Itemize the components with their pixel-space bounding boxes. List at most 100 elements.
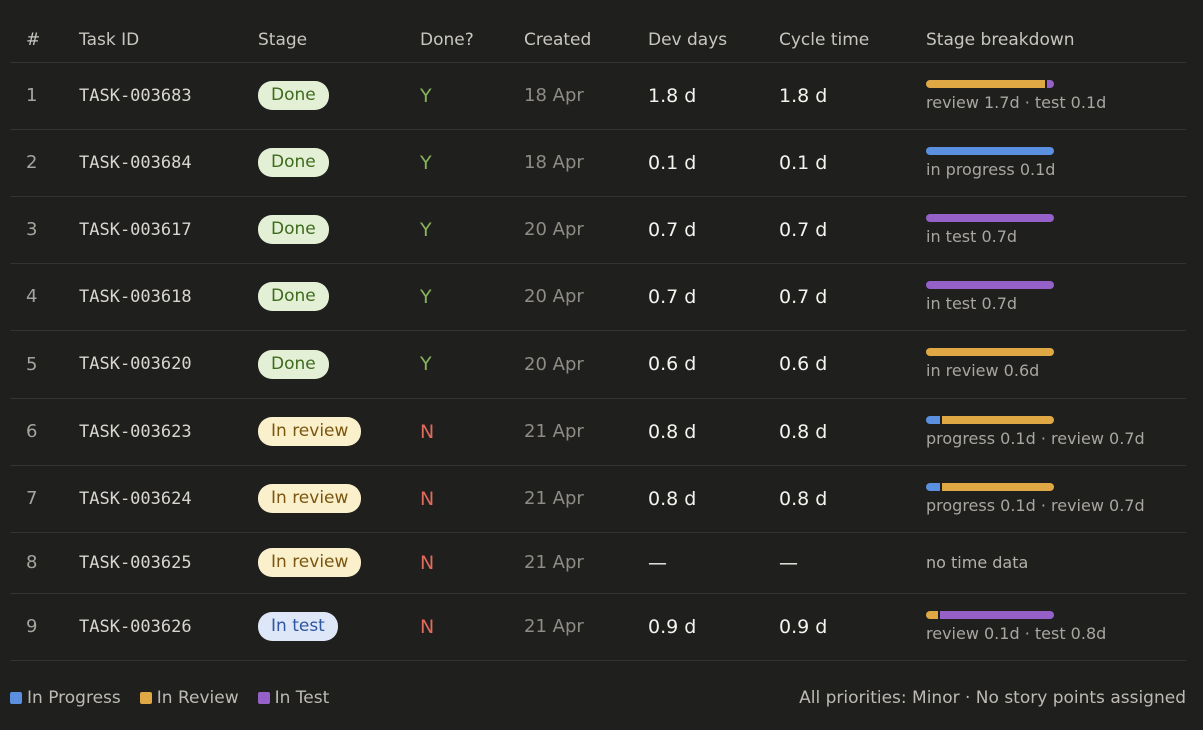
row-number: 5	[26, 353, 38, 375]
created-date: 21 Apr	[524, 552, 584, 573]
table-row[interactable]: 1 TASK-003683 Done Y 18 Apr 1.8 d 1.8 d review …	[10, 62, 1186, 130]
stage-cell: Done	[258, 196, 329, 263]
stage-breakdown-label: no time data	[926, 552, 1029, 572]
done-flag: N	[420, 551, 435, 574]
table-row[interactable]: 6 TASK-003623 In review N 21 Apr 0.8 d 0.8 d pr…	[10, 398, 1186, 466]
done-flag: Y	[420, 353, 432, 375]
stage-segment-in-progress	[926, 146, 1054, 155]
stage-badge: In review	[258, 548, 362, 577]
done-flag: Y	[420, 285, 432, 308]
legend-label: In Review	[156, 688, 239, 708]
column-header-stage[interactable]: Stage	[258, 30, 308, 50]
stage-breakdown-label: in test 0.7d	[926, 293, 1018, 313]
stage-breakdown-bar	[926, 415, 1054, 424]
task-id[interactable]: TASK-003683	[79, 85, 192, 106]
cycle-time: 0.9 d	[779, 615, 828, 638]
stage-breakdown: in test 0.7d	[926, 263, 1054, 330]
done-flag: Y	[420, 218, 432, 241]
row-number: 4	[26, 286, 38, 307]
legend-swatch	[139, 692, 152, 704]
stage-segment-in-review	[942, 415, 1054, 424]
stage-breakdown: in review 0.6d	[926, 330, 1054, 398]
stage-cell: In review	[258, 398, 362, 465]
table-row[interactable]: 5 TASK-003620 Done Y 20 Apr 0.6 d 0.6 d in revi…	[10, 330, 1186, 399]
stage-breakdown: progress 0.1d · review 0.7d	[926, 398, 1145, 465]
dev-days: 0.7 d	[648, 218, 697, 241]
table-row[interactable]: 3 TASK-003617 Done Y 20 Apr 0.7 d 0.7 d in test…	[10, 196, 1186, 264]
cycle-time: 1.8 d	[779, 84, 828, 107]
stage-cell: In review	[258, 532, 362, 593]
task-id[interactable]: TASK-003620	[79, 354, 192, 374]
dev-days: 1.8 d	[648, 84, 697, 107]
cycle-time: 0.8 d	[779, 420, 828, 443]
stage-cell: Done	[258, 330, 329, 398]
stage-breakdown-label: in progress 0.1d	[926, 159, 1056, 179]
stage-badge: In test	[258, 612, 338, 641]
created-date: 18 Apr	[524, 152, 584, 173]
done-flag: Y	[420, 151, 432, 174]
stage-breakdown-label: in test 0.7d	[926, 226, 1018, 246]
column-header-done[interactable]: Done?	[420, 30, 474, 50]
stage-badge: In review	[258, 484, 362, 513]
column-header-task-id[interactable]: Task ID	[79, 30, 140, 50]
dev-days: 0.9 d	[648, 615, 697, 638]
stage-badge: Done	[258, 282, 329, 311]
legend-item: In Progress	[10, 688, 121, 708]
column-header-dev-days[interactable]: Dev days	[648, 30, 728, 50]
table-row[interactable]: 7 TASK-003624 In review N 21 Apr 0.8 d 0.8 d pr…	[10, 465, 1186, 533]
legend-label: In Test	[274, 688, 330, 708]
cycle-time: —	[779, 551, 798, 574]
task-id[interactable]: TASK-003626	[79, 616, 192, 637]
stage-breakdown-label: in review 0.6d	[926, 361, 1040, 380]
cycle-time: 0.6 d	[779, 353, 828, 375]
stage-legend: In Progress In Review In Test	[10, 684, 348, 712]
column-header-stage-breakdown: Stage breakdown	[926, 30, 1075, 50]
footnote: All priorities: Minor · No story points …	[799, 688, 1186, 708]
stage-badge: Done	[258, 148, 329, 177]
stage-cell: In test	[258, 593, 338, 660]
task-id[interactable]: TASK-003618	[79, 286, 192, 307]
stage-cell: Done	[258, 129, 329, 196]
task-id[interactable]: TASK-003624	[79, 488, 192, 509]
created-date: 20 Apr	[524, 286, 584, 307]
legend-label: In Progress	[27, 688, 121, 708]
cycle-time: 0.7 d	[779, 218, 828, 241]
stage-segment-in-review	[926, 79, 1045, 88]
stage-breakdown-bar	[926, 79, 1054, 88]
dev-days: 0.6 d	[648, 353, 697, 375]
row-number: 6	[26, 421, 38, 442]
column-header-created[interactable]: Created	[524, 30, 592, 50]
task-id[interactable]: TASK-003623	[79, 421, 192, 442]
stage-badge: Done	[258, 81, 329, 110]
stage-breakdown-label: progress 0.1d · review 0.7d	[926, 495, 1145, 515]
task-id[interactable]: TASK-003684	[79, 152, 192, 173]
stage-cell: Done	[258, 263, 329, 330]
cycle-time: 0.7 d	[779, 285, 828, 308]
stage-breakdown-label: progress 0.1d · review 0.7d	[926, 428, 1145, 448]
stage-breakdown-label: review 1.7d · test 0.1d	[926, 92, 1107, 112]
stage-segment-in-test	[926, 280, 1054, 289]
table-row[interactable]: 2 TASK-003684 Done Y 18 Apr 0.1 d 0.1 d in prog…	[10, 129, 1186, 197]
stage-breakdown: in test 0.7d	[926, 196, 1054, 263]
table-row[interactable]: 4 TASK-003618 Done Y 20 Apr 0.7 d 0.7 d in test…	[10, 263, 1186, 331]
dev-days: 0.8 d	[648, 487, 697, 510]
legend-swatch	[257, 692, 270, 704]
stage-badge: Done	[258, 349, 329, 379]
stage-breakdown-bar	[926, 213, 1054, 222]
table-row[interactable]: 8 TASK-003625 In review N 21 Apr — — no time da…	[10, 532, 1186, 594]
stage-segment-in-review	[926, 348, 1054, 356]
column-header-cycle-time[interactable]: Cycle time	[779, 30, 870, 50]
table-row[interactable]: 9 TASK-003626 In test N 21 Apr 0.9 d 0.9 d revi…	[10, 593, 1186, 661]
done-flag: N	[420, 420, 435, 443]
dev-days: —	[648, 551, 667, 574]
created-date: 21 Apr	[524, 488, 584, 509]
done-flag: N	[420, 487, 435, 510]
task-id[interactable]: TASK-003617	[79, 219, 192, 240]
task-id[interactable]: TASK-003625	[79, 552, 192, 573]
cycle-time: 0.8 d	[779, 487, 828, 510]
legend-item: In Review	[139, 688, 239, 708]
stage-segment-in-review	[926, 610, 939, 619]
stage-breakdown-bar	[926, 348, 1054, 356]
dev-days: 0.1 d	[648, 151, 697, 174]
